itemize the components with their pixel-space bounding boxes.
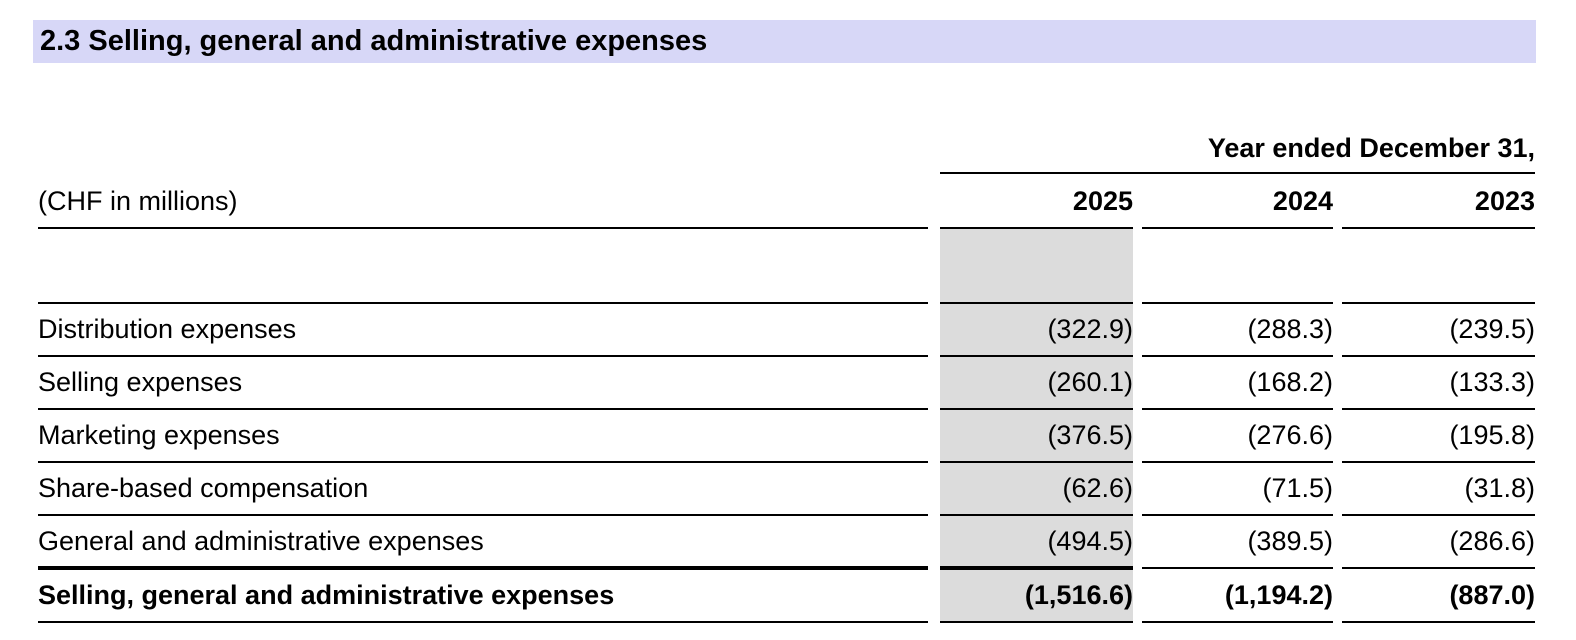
unit-label: (CHF in millions) — [38, 173, 928, 229]
spacer-cell — [1342, 228, 1535, 304]
value-2023: (286.6) — [1342, 515, 1535, 569]
column-gap — [1333, 409, 1342, 462]
column-gap — [1133, 568, 1142, 622]
column-gap — [928, 303, 940, 356]
value-2024: (71.5) — [1142, 462, 1333, 516]
period-header-spacer — [38, 120, 928, 173]
table-row: Share-based compensation (62.6) (71.5) (… — [38, 462, 1535, 516]
spacer-cell — [1142, 228, 1333, 304]
column-gap — [1333, 173, 1342, 228]
sga-expenses-table: Year ended December 31, (CHF in millions… — [38, 120, 1535, 623]
value-2023: (31.8) — [1342, 462, 1535, 516]
section-title: 2.3 Selling, general and administrative … — [40, 25, 708, 57]
column-gap — [1333, 303, 1342, 356]
column-gap — [928, 515, 940, 568]
value-2024: (276.6) — [1142, 409, 1333, 463]
column-gap — [1333, 228, 1342, 303]
column-gap — [928, 228, 940, 303]
total-value-2025: (1,516.6) — [940, 568, 1133, 623]
value-2023: (239.5) — [1342, 303, 1535, 357]
section-header-band: 2.3 Selling, general and administrative … — [33, 20, 1536, 63]
column-gap — [1133, 173, 1142, 228]
total-row: Selling, general and administrative expe… — [38, 568, 1535, 623]
value-2025: (260.1) — [940, 356, 1133, 410]
value-2024: (288.3) — [1142, 303, 1333, 357]
column-gap — [928, 568, 940, 622]
column-gap — [1133, 515, 1142, 568]
year-header-2023: 2023 — [1342, 173, 1535, 229]
period-header-row: Year ended December 31, — [38, 120, 1535, 174]
table-row: Marketing expenses (376.5) (276.6) (195.… — [38, 409, 1535, 463]
column-gap — [928, 120, 940, 173]
column-gap — [928, 173, 940, 228]
table-row: Selling expenses (260.1) (168.2) (133.3) — [38, 356, 1535, 410]
column-gap — [1133, 462, 1142, 515]
value-2025: (322.9) — [940, 303, 1133, 357]
column-header-row: (CHF in millions) 2025 2024 2023 — [38, 173, 1535, 229]
column-gap — [1133, 228, 1142, 303]
column-gap — [1333, 515, 1342, 568]
row-label: Marketing expenses — [38, 409, 928, 463]
year-header-2024: 2024 — [1142, 173, 1333, 229]
column-gap — [1333, 462, 1342, 515]
table-row: General and administrative expenses (494… — [38, 515, 1535, 570]
column-gap — [1133, 303, 1142, 356]
column-gap — [928, 462, 940, 515]
row-label: General and administrative expenses — [38, 515, 928, 570]
spacer-row — [38, 228, 1535, 304]
value-2024: (389.5) — [1142, 515, 1333, 569]
table-row: Distribution expenses (322.9) (288.3) (2… — [38, 303, 1535, 357]
total-label: Selling, general and administrative expe… — [38, 568, 928, 623]
column-gap — [1133, 356, 1142, 409]
value-2025: (62.6) — [940, 462, 1133, 516]
column-gap — [928, 409, 940, 462]
spacer-cell — [38, 228, 928, 304]
value-2025: (376.5) — [940, 409, 1133, 463]
period-header: Year ended December 31, — [940, 120, 1535, 174]
value-2023: (195.8) — [1342, 409, 1535, 463]
value-2024: (168.2) — [1142, 356, 1333, 410]
column-gap — [1333, 356, 1342, 409]
row-label: Share-based compensation — [38, 462, 928, 516]
year-header-2025: 2025 — [940, 173, 1133, 229]
row-label: Distribution expenses — [38, 303, 928, 357]
row-label: Selling expenses — [38, 356, 928, 410]
value-2025: (494.5) — [940, 515, 1133, 570]
column-gap — [928, 356, 940, 409]
spacer-cell-highlighted — [940, 228, 1133, 304]
total-value-2023: (887.0) — [1342, 568, 1535, 623]
total-value-2024: (1,194.2) — [1142, 568, 1333, 623]
value-2023: (133.3) — [1342, 356, 1535, 410]
column-gap — [1333, 568, 1342, 622]
column-gap — [1133, 409, 1142, 462]
